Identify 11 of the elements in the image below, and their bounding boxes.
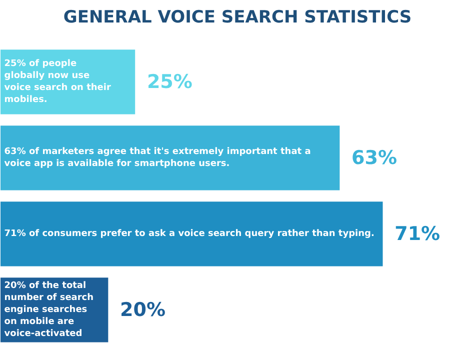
bar [0, 126, 340, 190]
y-tick-label: 71% of consumers prefer to ask a voice search query rather than typing. [4, 228, 374, 239]
data-label: 71% [394, 222, 440, 245]
data-label: 63% [352, 146, 398, 169]
data-label: 20% [120, 298, 166, 321]
chart-title: GENERAL VOICE SEARCH STATISTICS [63, 8, 412, 28]
y-tick-label: 25% of people globally now use voice search on their mobiles. [4, 58, 112, 105]
y-tick-label: 20% of the total number of search engine searches on mobile are voice-activated [4, 280, 94, 339]
y-tick-label: 63% of marketers agree that it's extremely important that a voice app is available for smartphone users. [4, 146, 311, 169]
data-label: 25% [146, 70, 192, 93]
bar [0, 202, 383, 266]
